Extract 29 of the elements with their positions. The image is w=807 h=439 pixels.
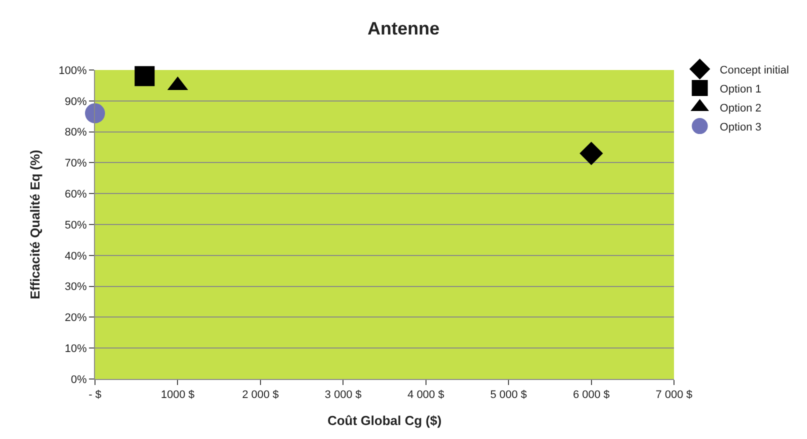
- y-tick-label: 0%: [70, 374, 88, 386]
- point: [134, 66, 155, 86]
- x-axis-title: Coût Global Cg ($): [327, 412, 442, 428]
- y-axis-title: Efficacité Qualité Eq (%): [28, 150, 43, 300]
- y-tick-label: 70%: [64, 158, 88, 170]
- y-tick-label: 100%: [58, 64, 88, 77]
- x-tick-label: - $: [88, 389, 102, 402]
- x-tick-label: 4 000 $: [408, 389, 444, 402]
- y-tick-label: 80%: [64, 126, 88, 139]
- point: [580, 142, 603, 166]
- y-tick-label: 30%: [64, 281, 88, 294]
- y-tick-label: 20%: [64, 312, 88, 324]
- y-tick-label: 40%: [64, 250, 88, 262]
- x-tick-label: 6 000 $: [572, 389, 610, 402]
- x-tick-label: 5 000 $: [490, 389, 527, 402]
- x-tick-label: 1000 $: [160, 389, 195, 402]
- chart-title: Antenne: [368, 18, 440, 39]
- y-tick-label: 60%: [64, 188, 88, 200]
- legend-label: Option 2: [720, 102, 762, 114]
- point: [85, 103, 105, 124]
- legend-label: Option 1: [720, 83, 762, 96]
- x-tick-label: 2 000 $: [242, 389, 279, 402]
- y-tick-label: 10%: [64, 342, 88, 355]
- legend-label: Concept initial: [720, 64, 789, 76]
- x-tick-label: 7 000 $: [656, 389, 692, 402]
- y-tick-label: 90%: [64, 96, 88, 108]
- legend-label: Option 3: [720, 121, 762, 134]
- y-tick-label: 50%: [64, 219, 88, 232]
- x-tick-label: 3 000 $: [324, 389, 362, 402]
